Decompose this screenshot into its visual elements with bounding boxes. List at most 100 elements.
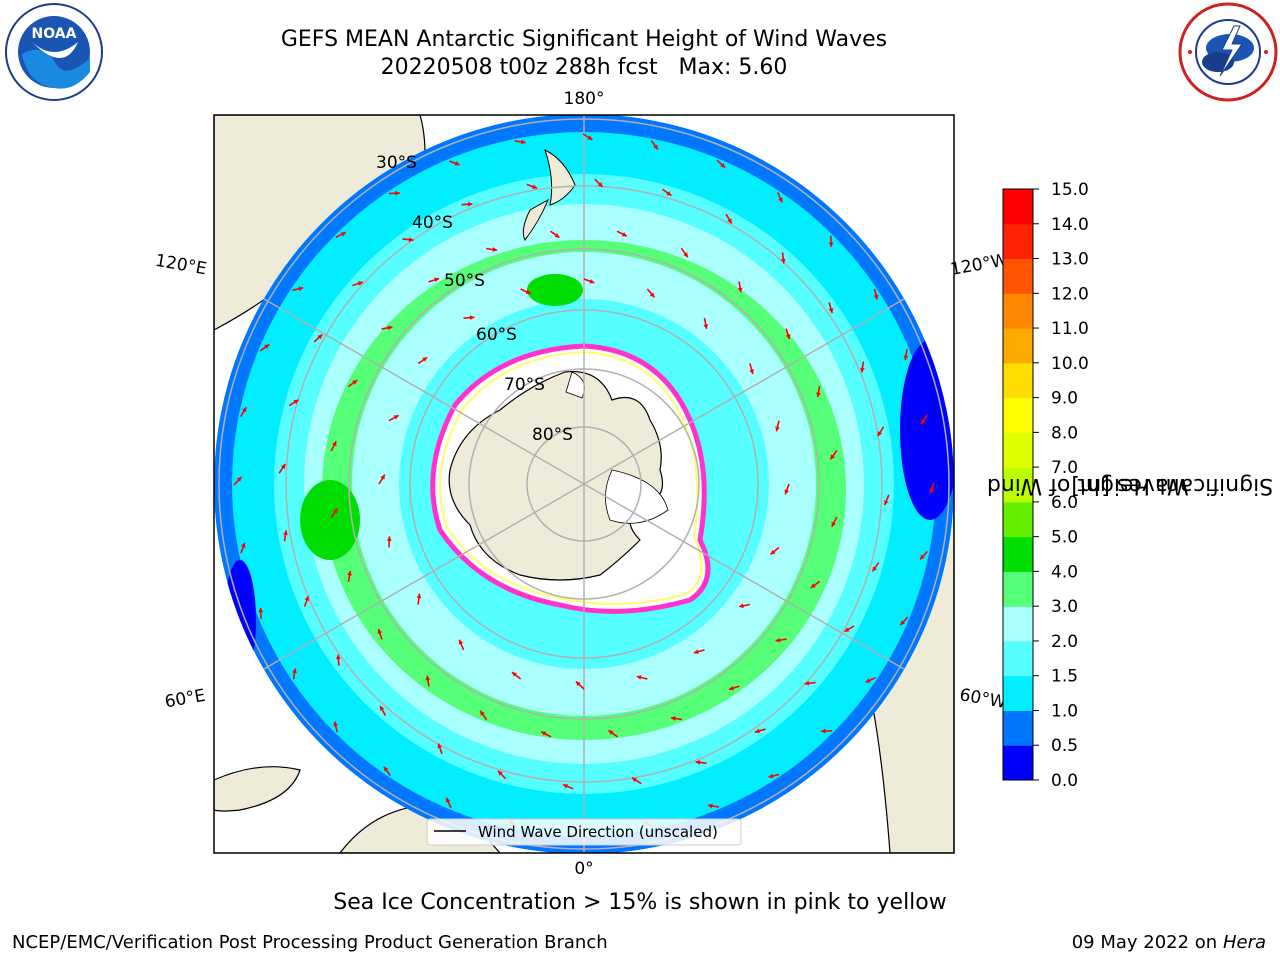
colorbar-tick-label: 3.0 bbox=[1051, 597, 1078, 617]
colorbar-swatch bbox=[1003, 432, 1033, 468]
wind-wave-arrowhead bbox=[695, 760, 701, 765]
wind-wave-arrowhead bbox=[621, 232, 627, 237]
colorbar-tick-label: 7.0 bbox=[1051, 458, 1078, 478]
wind-wave-arrowhead bbox=[358, 281, 363, 286]
wind-wave-arrowhead bbox=[877, 431, 883, 437]
wind-wave-arrowhead bbox=[770, 549, 776, 555]
wind-wave-arrowhead bbox=[649, 292, 655, 298]
wind-wave-arrowhead bbox=[280, 463, 286, 469]
wind-wave-arrowhead bbox=[264, 344, 270, 349]
wind-wave-arrowhead bbox=[298, 286, 304, 292]
colorbar-tick-label: 1.5 bbox=[1051, 667, 1078, 687]
wind-wave-arrowhead bbox=[865, 678, 871, 683]
wind-wave-arrowhead bbox=[921, 419, 926, 425]
colorbar-swatch bbox=[1003, 675, 1033, 711]
wind-wave-arrowhead bbox=[454, 161, 460, 166]
wind-wave-arrowhead bbox=[821, 728, 826, 734]
map-frame bbox=[213, 114, 955, 854]
title-line-1: GEFS MEAN Antarctic Significant Height o… bbox=[280, 27, 888, 52]
colorbar-tick-label: 13.0 bbox=[1051, 250, 1089, 270]
wind-wave-arrowhead bbox=[458, 639, 464, 645]
colorbar-swatch bbox=[1003, 223, 1033, 260]
wind-wave-arrowhead bbox=[395, 190, 400, 196]
wind-wave-arrowhead bbox=[703, 324, 709, 329]
wind-wave-arrowhead bbox=[873, 294, 879, 300]
wind-wave-arrowhead bbox=[335, 654, 341, 660]
wind-wave-arrowhead bbox=[589, 279, 595, 284]
wind-wave-arrowhead bbox=[775, 637, 781, 643]
wind-wave-arrowhead bbox=[340, 232, 346, 237]
wind-wave-arrowhead bbox=[830, 454, 835, 460]
wind-wave-arrowhead bbox=[728, 685, 734, 691]
wind-wave-arrowhead bbox=[670, 716, 676, 721]
noaa-logo: NOAA bbox=[5, 3, 103, 101]
lat-label-40s: 40°S bbox=[412, 213, 453, 233]
wind-wave-arrowhead bbox=[884, 500, 889, 506]
colorbar-tick-label: 6.0 bbox=[1051, 493, 1078, 513]
wind-wave-arrowhead bbox=[377, 628, 383, 634]
wind-wave-arrowhead bbox=[860, 367, 865, 373]
colorbar-swatch bbox=[1003, 258, 1033, 294]
lat-label-50s: 50°S bbox=[444, 271, 485, 291]
land-antarctica bbox=[448, 370, 664, 581]
wind-wave-arrowhead bbox=[387, 325, 393, 331]
title-line-2: 20220508 t00z 288h fcst Max: 5.60 bbox=[380, 55, 788, 80]
wind-wave-arrowhead bbox=[575, 681, 581, 687]
wind-wave-arrowhead bbox=[480, 710, 485, 716]
colorbar-tick-label: 1.0 bbox=[1051, 701, 1078, 721]
colorbar-swatch bbox=[1003, 397, 1033, 433]
run-date: 09 May 2022 on bbox=[1071, 932, 1218, 953]
map-legend: Wind Wave Direction (unscaled) bbox=[426, 818, 742, 846]
wind-wave-arrowhead bbox=[240, 542, 246, 548]
wind-wave-arrowhead bbox=[780, 258, 786, 264]
colorbar-swatch bbox=[1003, 293, 1033, 329]
lat-label-80s: 80°S bbox=[532, 425, 573, 445]
wind-wave-arrowhead bbox=[727, 218, 732, 224]
svg-text:NOAA: NOAA bbox=[32, 26, 77, 42]
wind-wave-arrowhead bbox=[437, 743, 443, 749]
colorbar-swatch bbox=[1003, 328, 1033, 364]
colorbar-swatch bbox=[1003, 189, 1033, 225]
wind-wave-arrowhead bbox=[683, 252, 688, 258]
wind-wave-arrowhead bbox=[778, 197, 783, 203]
wind-wave-arrowhead bbox=[511, 672, 517, 677]
colorbar-tick-label: 14.0 bbox=[1051, 215, 1089, 235]
lon-label-180: 180° bbox=[564, 89, 605, 109]
colorbar-swatch bbox=[1003, 745, 1033, 781]
wind-wave-arrowhead bbox=[434, 277, 440, 283]
colorbar-swatch bbox=[1003, 606, 1033, 642]
wind-wave-arrowhead bbox=[520, 139, 526, 145]
wind-wave-arrowhead bbox=[416, 593, 422, 599]
wind-wave-arrowhead bbox=[498, 770, 503, 776]
run-info: 09 May 2022 on Hera bbox=[1072, 932, 1266, 953]
wind-wave-arrowhead bbox=[810, 583, 816, 588]
colorbar-tick-label: 10.0 bbox=[1051, 354, 1089, 374]
wind-wave-arrowhead bbox=[920, 554, 925, 560]
wind-wave-arrowhead bbox=[525, 289, 531, 294]
wind-wave-arrowhead bbox=[332, 441, 337, 447]
legend-label: Wind Wave Direction (unscaled) bbox=[478, 823, 718, 841]
wind-wave-arrowhead bbox=[768, 773, 774, 779]
colorbar-tick-label: 4.0 bbox=[1051, 562, 1078, 582]
wind-wave-arrowhead bbox=[380, 705, 385, 711]
colorbar-swatch bbox=[1003, 640, 1033, 677]
graticule bbox=[214, 115, 954, 853]
colorbar-tick-label: 12.0 bbox=[1051, 284, 1089, 304]
wind-wave-arrowhead bbox=[804, 680, 810, 686]
wind-wave-arrowhead bbox=[844, 627, 850, 632]
wind-wave-arrowhead bbox=[304, 596, 310, 602]
wind-wave-arrows bbox=[233, 133, 935, 835]
wind-wave-arrowhead bbox=[707, 803, 713, 809]
wind-wave-arrowhead bbox=[900, 620, 906, 626]
sea-ice-yellow bbox=[439, 350, 703, 606]
wind-wave-arrowhead bbox=[929, 488, 935, 494]
wind-wave-arrowhead bbox=[749, 369, 754, 375]
wind-wave-arrowhead bbox=[492, 247, 498, 252]
colorbar-tick-label: 0.5 bbox=[1051, 736, 1078, 756]
lon-label-120w: 120°W bbox=[949, 250, 1010, 280]
lon-label-120e: 120°E bbox=[154, 251, 208, 280]
wind-wave-arrowhead bbox=[554, 233, 560, 238]
wind-wave-arrowhead bbox=[636, 675, 642, 680]
wind-wave-arrowhead bbox=[469, 315, 475, 321]
